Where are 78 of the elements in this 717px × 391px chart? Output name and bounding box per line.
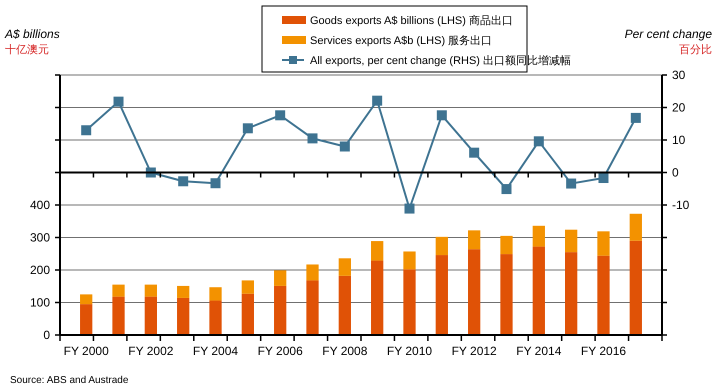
bar xyxy=(274,286,286,335)
bar xyxy=(177,298,190,335)
bar xyxy=(177,286,190,298)
point xyxy=(275,110,286,120)
point xyxy=(114,96,124,107)
point xyxy=(372,96,382,106)
bar xyxy=(597,231,610,256)
y2-tick-label: 30 xyxy=(672,68,686,82)
y2-tick-label: 0 xyxy=(672,166,679,180)
point xyxy=(630,112,641,123)
bar xyxy=(436,236,448,256)
point xyxy=(566,178,576,189)
y2-tick-label: 10 xyxy=(672,133,686,148)
bar xyxy=(338,276,351,335)
x-tick-label: FY 2016 xyxy=(580,344,626,358)
bar xyxy=(242,294,254,335)
bar xyxy=(565,230,578,252)
x-tick-label: FY 2002 xyxy=(128,344,174,358)
y-tick-label: 100 xyxy=(30,296,50,310)
bar xyxy=(242,280,254,294)
bar xyxy=(144,296,157,335)
bar xyxy=(532,226,545,247)
bar xyxy=(630,240,642,335)
point xyxy=(436,110,447,120)
y-tick-label: 0 xyxy=(43,328,50,342)
x-tick-label: FY 2008 xyxy=(322,344,368,358)
legend-label: Services exports A$b (LHS) 服务出口 xyxy=(310,34,492,47)
bar xyxy=(306,264,319,280)
bar xyxy=(565,252,578,335)
point xyxy=(534,136,544,146)
bar xyxy=(144,284,157,297)
x-tick-label: FY 2004 xyxy=(192,344,238,358)
y2-tick-label: 20 xyxy=(672,100,686,115)
bar xyxy=(80,294,92,304)
point xyxy=(210,178,221,188)
x-tick-label: FY 2000 xyxy=(64,344,110,358)
y-axis-title: A$ billions 十亿澳元 xyxy=(4,27,60,56)
point xyxy=(178,176,188,186)
bar xyxy=(338,258,351,276)
bar xyxy=(209,287,222,301)
point xyxy=(340,142,350,152)
bar xyxy=(371,241,384,261)
x-tick-label: FY 2014 xyxy=(516,344,562,358)
x-tick-label: FY 2012 xyxy=(452,344,498,358)
bar xyxy=(112,296,125,335)
y2-axis-title: Per cent change 百分比 xyxy=(624,27,712,56)
bar xyxy=(209,300,222,335)
bar xyxy=(274,270,286,286)
x-tick-label: FY 2010 xyxy=(386,344,432,358)
bar xyxy=(112,284,125,297)
y-tick-label: 200 xyxy=(30,263,50,278)
bar xyxy=(500,236,513,254)
legend-label: All exports, per cent change (RHS) 出口额同比增减幅 xyxy=(310,54,572,67)
y-tick-label: 400 xyxy=(30,198,50,212)
point xyxy=(501,184,512,194)
bar xyxy=(532,246,545,335)
bar xyxy=(630,214,642,241)
legend-label: Goods exports A$ billions (LHS) 商品出口 xyxy=(310,14,513,27)
bar xyxy=(468,230,480,250)
point xyxy=(469,148,480,158)
bar xyxy=(468,249,480,335)
bar xyxy=(80,304,92,335)
bar xyxy=(597,256,610,335)
bar xyxy=(306,280,319,335)
bar xyxy=(403,251,416,270)
point xyxy=(308,133,318,144)
x-tick-label: FY 2006 xyxy=(258,344,304,358)
bar xyxy=(403,269,416,335)
bar xyxy=(500,254,513,335)
bar xyxy=(436,255,448,335)
y-tick-label: 300 xyxy=(30,230,50,245)
point xyxy=(242,123,253,134)
point xyxy=(81,125,92,136)
point xyxy=(598,173,608,184)
source-note: Source: ABS and Austrade xyxy=(10,375,129,386)
y2-tick-label: -10 xyxy=(672,198,690,212)
bar xyxy=(371,260,384,335)
point xyxy=(404,204,414,214)
